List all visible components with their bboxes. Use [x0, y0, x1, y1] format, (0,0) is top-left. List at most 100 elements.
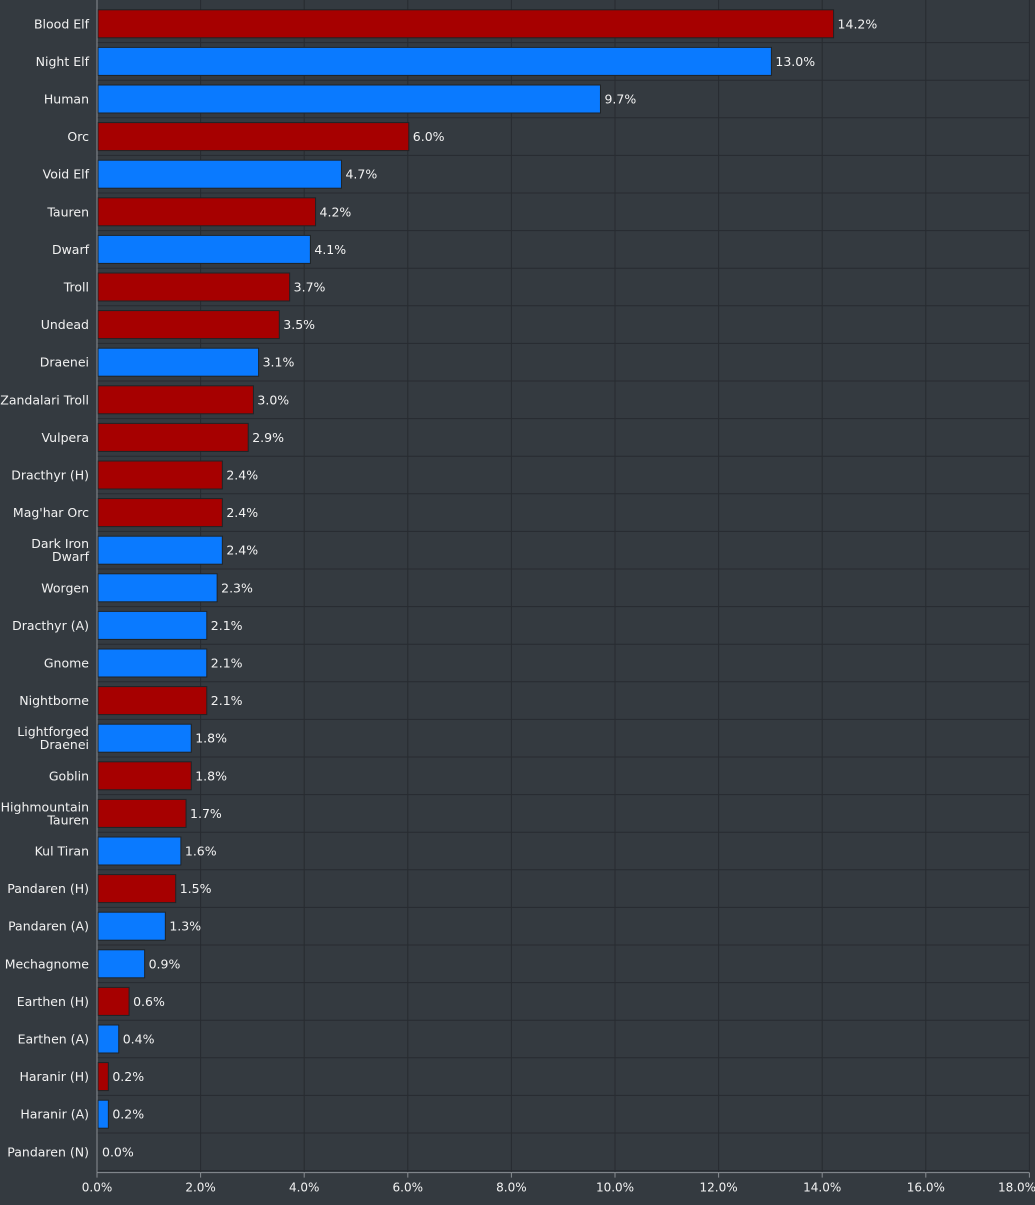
- category-label: Orc: [67, 129, 89, 144]
- value-label: 0.9%: [149, 956, 181, 971]
- bar: [97, 272, 291, 302]
- bar: [97, 422, 249, 452]
- bar: [97, 460, 223, 490]
- value-label: 4.2%: [320, 204, 352, 219]
- x-tick-label: 18.0%: [998, 1181, 1035, 1195]
- value-label: 4.7%: [345, 167, 377, 182]
- bar: [97, 385, 254, 415]
- category-label: Vulpera: [41, 430, 89, 445]
- category-label: Human: [44, 92, 89, 107]
- bar: [97, 986, 130, 1016]
- bar: [97, 9, 835, 39]
- category-label: Haranir (H): [19, 1069, 89, 1084]
- x-tick-label: 16.0%: [907, 1181, 945, 1195]
- x-tick-label: 6.0%: [393, 1181, 424, 1195]
- category-label: Highmountain: [1, 799, 89, 814]
- value-label: 13.0%: [775, 54, 815, 69]
- category-label: Undead: [41, 317, 89, 332]
- category-label: Dwarf: [52, 242, 90, 257]
- bar: [97, 535, 223, 565]
- category-label: Mag'har Orc: [13, 505, 89, 520]
- bar: [97, 761, 192, 791]
- bar: [97, 949, 146, 979]
- category-label: Tauren: [46, 812, 89, 827]
- category-label: Void Elf: [43, 167, 90, 182]
- category-label: Pandaren (N): [7, 1144, 89, 1159]
- bar: [97, 1099, 109, 1129]
- bar: [97, 84, 601, 114]
- value-label: 2.9%: [252, 430, 284, 445]
- value-label: 1.8%: [195, 731, 227, 746]
- category-label: Pandaren (H): [7, 881, 89, 896]
- category-label: Blood Elf: [34, 16, 90, 31]
- bar: [97, 798, 187, 828]
- x-tick-label: 10.0%: [596, 1181, 634, 1195]
- category-label: Dark Iron: [31, 536, 89, 551]
- bar: [97, 648, 208, 678]
- value-label: 4.1%: [314, 242, 346, 257]
- category-label: Troll: [63, 280, 89, 295]
- category-label: Pandaren (A): [8, 919, 89, 934]
- bar: [97, 159, 342, 189]
- value-label: 14.2%: [838, 16, 878, 31]
- value-label: 1.8%: [195, 768, 227, 783]
- bar: [97, 836, 182, 866]
- bar: [97, 1062, 109, 1092]
- x-tick-label: 14.0%: [803, 1181, 841, 1195]
- bar: [97, 686, 208, 716]
- value-label: 3.5%: [283, 317, 315, 332]
- bar: [97, 347, 260, 377]
- value-label: 0.6%: [133, 994, 165, 1009]
- category-label: Dwarf: [52, 549, 90, 564]
- value-label: 3.1%: [263, 355, 295, 370]
- value-label: 2.3%: [221, 580, 253, 595]
- category-label: Haranir (A): [20, 1107, 89, 1122]
- value-label: 2.4%: [226, 505, 258, 520]
- bar: [97, 46, 772, 76]
- category-label: Earthen (A): [18, 1032, 89, 1047]
- x-tick-label: 2.0%: [185, 1181, 216, 1195]
- value-label: 2.4%: [226, 543, 258, 558]
- x-tick-label: 0.0%: [82, 1181, 113, 1195]
- value-label: 3.7%: [294, 280, 326, 295]
- value-label: 6.0%: [413, 129, 445, 144]
- category-label: Tauren: [46, 204, 89, 219]
- bar: [97, 874, 177, 904]
- value-label: 1.7%: [190, 806, 222, 821]
- bar: [97, 197, 317, 227]
- value-label: 2.1%: [211, 693, 243, 708]
- category-label: Dracthyr (H): [11, 468, 89, 483]
- value-label: 1.6%: [185, 844, 217, 859]
- value-label: 1.5%: [180, 881, 212, 896]
- category-label: Gnome: [44, 656, 89, 671]
- x-tick-label: 4.0%: [289, 1181, 320, 1195]
- category-label: Nightborne: [19, 693, 89, 708]
- category-label: Kul Tiran: [35, 844, 89, 859]
- category-label: Zandalari Troll: [0, 392, 89, 407]
- value-label: 2.4%: [226, 468, 258, 483]
- value-label: 3.0%: [257, 392, 289, 407]
- category-label: Night Elf: [36, 54, 90, 69]
- value-label: 9.7%: [604, 92, 636, 107]
- category-label: Draenei: [40, 355, 89, 370]
- bar: [97, 1024, 120, 1054]
- value-label: 0.2%: [112, 1069, 144, 1084]
- value-label: 2.1%: [211, 618, 243, 633]
- bar: [97, 234, 311, 264]
- value-label: 0.4%: [123, 1032, 155, 1047]
- category-label: Lightforged: [17, 724, 89, 739]
- category-label: Worgen: [41, 580, 89, 595]
- bar: [97, 573, 218, 603]
- bar: [97, 723, 192, 753]
- bar: [97, 911, 166, 941]
- category-label: Earthen (H): [17, 994, 89, 1009]
- category-label: Mechagnome: [5, 956, 90, 971]
- category-label: Goblin: [49, 768, 89, 783]
- value-label: 1.3%: [169, 919, 201, 934]
- x-tick-label: 8.0%: [496, 1181, 527, 1195]
- category-label: Draenei: [40, 737, 89, 752]
- value-label: 2.1%: [211, 656, 243, 671]
- value-label: 0.0%: [102, 1144, 134, 1159]
